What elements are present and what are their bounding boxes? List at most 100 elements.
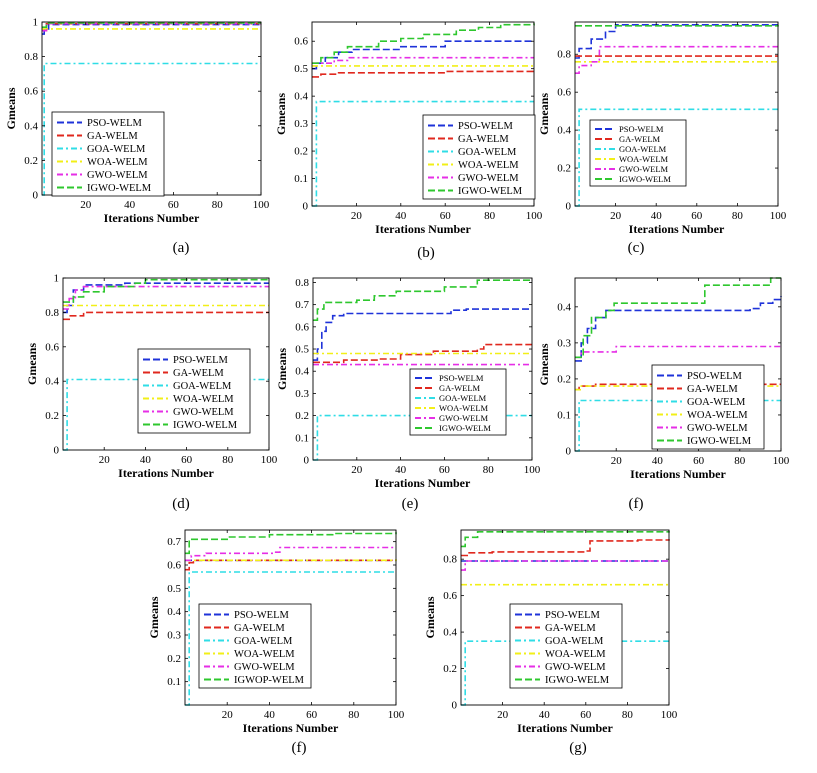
legend-entry: GWO-WELM bbox=[87, 170, 148, 181]
axes-frame bbox=[574, 21, 779, 207]
x-tick-label: 80 bbox=[212, 199, 224, 211]
x-tick-label: 80 bbox=[222, 454, 234, 466]
x-tick-label: 60 bbox=[181, 454, 193, 466]
legend-entry: WOA-WELM bbox=[87, 157, 148, 168]
y-tick-label: 0 bbox=[33, 190, 39, 202]
legend-entry: GA-WELM bbox=[619, 134, 661, 144]
x-tick-label: 100 bbox=[526, 210, 543, 222]
y-tick-label: 0.5 bbox=[167, 583, 181, 595]
axes-frame bbox=[574, 277, 782, 452]
legend-entry: IGWO-WELM bbox=[439, 423, 491, 433]
series-line bbox=[461, 539, 670, 557]
legend-entry: PSO-WELM bbox=[173, 355, 228, 366]
series-line bbox=[63, 282, 269, 314]
x-tick-label: 80 bbox=[734, 455, 746, 467]
y-tick-label: 0 bbox=[303, 201, 309, 213]
x-tick-label: 20 bbox=[222, 709, 234, 721]
y-tick-label: 0.2 bbox=[24, 155, 38, 167]
legend-box bbox=[651, 364, 765, 450]
legend-entry: IGWO-WELM bbox=[545, 675, 610, 686]
legend-entry: GWO-WELM bbox=[234, 662, 295, 673]
legend-entry: WOA-WELM bbox=[173, 394, 234, 405]
legend-entry: GWO-WELM bbox=[458, 173, 519, 184]
legend-entry: PSO-WELM bbox=[439, 373, 484, 383]
y-tick-label: 0 bbox=[566, 446, 572, 458]
y-tick-label: 0.6 bbox=[167, 560, 181, 572]
legend-entry: PSO-WELM bbox=[458, 121, 513, 132]
legend-entry: WOA-WELM bbox=[687, 410, 748, 421]
y-tick-label: 0.1 bbox=[557, 409, 571, 421]
x-tick-label: 100 bbox=[770, 210, 787, 222]
series-line bbox=[312, 56, 534, 65]
series-line bbox=[185, 546, 396, 562]
series-line bbox=[63, 278, 269, 303]
y-tick-label: 0.1 bbox=[294, 173, 308, 185]
legend-box bbox=[422, 114, 536, 200]
legend-entry: GWO-WELM bbox=[687, 423, 748, 434]
legend-entry: IGWOP-WELM bbox=[234, 675, 305, 686]
legend-entry: PSO-WELM bbox=[234, 610, 289, 621]
y-tick-label: 0.5 bbox=[295, 344, 309, 356]
x-tick-label: 40 bbox=[395, 210, 407, 222]
y-tick-label: 0 bbox=[304, 455, 310, 467]
y-tick-label: 0.2 bbox=[45, 410, 59, 422]
y-tick-label: 0.1 bbox=[167, 676, 181, 688]
x-tick-label: 60 bbox=[691, 210, 703, 222]
y-axis-label: Gmeans bbox=[537, 93, 551, 135]
x-tick-label: 100 bbox=[388, 709, 405, 721]
y-tick-label: 0.2 bbox=[443, 663, 457, 675]
legend-entry: GA-WELM bbox=[545, 623, 596, 634]
panel-label: (c) bbox=[628, 240, 645, 256]
panel-label: (g) bbox=[569, 740, 587, 756]
chart-panel: 20 40 60 80 100 0 0.2 0.4 0.6 0.8 Iterations Numbe… bbox=[423, 529, 678, 756]
legend-entry: IGWO-WELM bbox=[687, 436, 752, 447]
x-tick-label: 100 bbox=[253, 199, 270, 211]
y-tick-label: 0 bbox=[452, 700, 458, 712]
x-axis-label: Iterations Number bbox=[629, 222, 725, 236]
series-line bbox=[42, 23, 261, 35]
series-line bbox=[313, 308, 532, 361]
panel-label: (e) bbox=[402, 496, 419, 512]
y-tick-label: 0.8 bbox=[443, 554, 457, 566]
axes-frame bbox=[62, 277, 270, 451]
chart-panel: 20 40 60 80 100 0 0.1 0.2 0.3 0.4 0.5 0.6 0.7 0.8 Iter… bbox=[275, 277, 541, 512]
series-line bbox=[313, 343, 532, 364]
chart-panel: 20 40 60 80 100 0 0.2 0.4 0.6 0.8 1 Iterations Numb… bbox=[25, 273, 278, 513]
series-line bbox=[312, 40, 534, 70]
x-tick-label: 60 bbox=[439, 464, 451, 476]
legend-entry: IGWO-WELM bbox=[87, 183, 152, 194]
series-line bbox=[575, 385, 781, 391]
y-tick-label: 0.7 bbox=[295, 299, 309, 311]
y-tick-label: 0.6 bbox=[557, 87, 571, 99]
series-line bbox=[575, 45, 778, 74]
legend-entry: GA-WELM bbox=[439, 383, 481, 393]
series-line bbox=[63, 285, 269, 310]
x-tick-label: 80 bbox=[622, 709, 634, 721]
series-line bbox=[312, 70, 534, 78]
x-tick-label: 40 bbox=[124, 199, 136, 211]
y-axis-label: Gmeans bbox=[4, 87, 18, 129]
y-tick-label: 0.4 bbox=[557, 301, 571, 313]
series-line bbox=[42, 22, 261, 32]
y-axis-label: Gmeans bbox=[423, 596, 437, 638]
chart-panel: 20 40 60 80 100 0.1 0.2 0.3 0.4 0.5 0.6 0.7 Iteratio… bbox=[147, 529, 405, 756]
series-line bbox=[575, 345, 781, 359]
axes-frame bbox=[460, 529, 670, 706]
axes-frame bbox=[312, 277, 533, 461]
axes-frame bbox=[184, 529, 397, 706]
legend-entry: GWO-WELM bbox=[173, 407, 234, 418]
legend-entry: GWO-WELM bbox=[545, 662, 606, 673]
legend-box bbox=[589, 119, 687, 187]
x-tick-label: 100 bbox=[661, 709, 678, 721]
series-line bbox=[42, 22, 261, 29]
y-tick-label: 0.2 bbox=[167, 653, 181, 665]
x-tick-label: 100 bbox=[261, 454, 278, 466]
y-tick-label: 0 bbox=[566, 201, 572, 213]
x-axis-label: Iterations Number bbox=[104, 211, 200, 225]
series-line bbox=[575, 296, 782, 362]
legend-entry: IGWO-WELM bbox=[173, 420, 238, 431]
chart-panel: 20 40 60 80 100 0 0.1 0.2 0.3 0.4 Iterations Numbe… bbox=[537, 277, 790, 512]
legend-box bbox=[409, 368, 507, 436]
legend-entry: GWO-WELM bbox=[439, 413, 489, 423]
y-tick-label: 0.8 bbox=[45, 307, 59, 319]
